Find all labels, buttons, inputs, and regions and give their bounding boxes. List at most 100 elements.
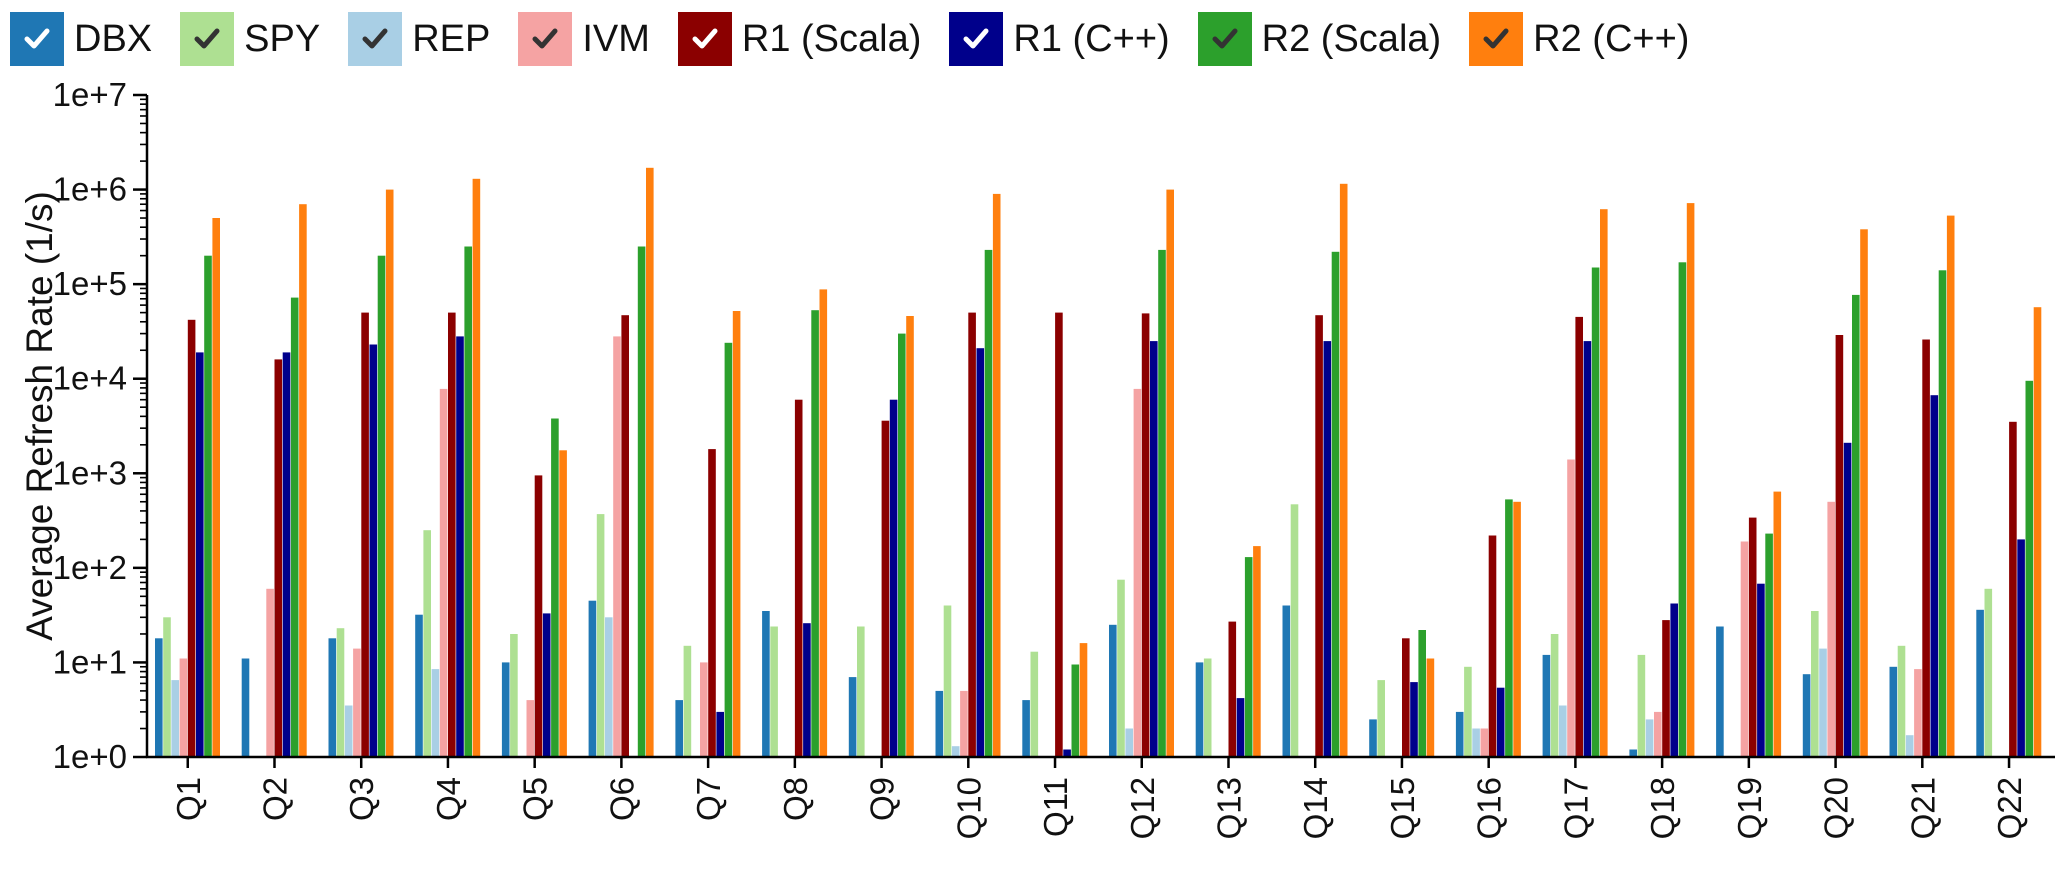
bar-r2-c-q22 [2033,307,2042,757]
bar-r1-c-q21 [1930,395,1939,757]
bar-r1-scala-q11 [1055,312,1063,757]
bar-spy-q14 [1290,504,1299,757]
bar-spy-q4 [423,530,431,757]
bar-r1-c-q7 [716,711,724,757]
bar-dbx-q18 [1629,749,1637,757]
legend-checkbox[interactable] [348,12,403,66]
x-tick-label-q14: Q14 [1297,777,1334,839]
bar-r2-c-q2 [299,204,307,757]
legend-item-dbx[interactable]: DBX [10,12,152,66]
check-icon [532,28,558,49]
bar-r1-scala-q14 [1315,315,1323,757]
bar-spy-q3 [336,628,345,757]
bar-r1-c-q9 [889,399,898,757]
bar-spy-q1 [163,617,171,757]
check-icon [24,28,50,49]
bar-spy-q7 [683,645,692,757]
legend-label: R1 (C++) [1013,17,1170,60]
bar-spy-q6 [596,514,605,757]
bar-rep-q18 [1645,719,1654,757]
bar-spy-q10 [943,605,952,757]
bar-spy-q18 [1637,654,1646,757]
bar-r2-c-q21 [1946,215,1955,758]
bar-r2-c-q11 [1079,643,1088,757]
bar-dbx-q2 [241,658,250,757]
legend-checkbox[interactable] [180,12,235,66]
bar-dbx-q1 [155,638,163,757]
bar-r1-scala-q10 [968,312,976,757]
x-tick-label-q11: Q11 [1037,777,1074,837]
y-tick-label: 1e+6 [53,171,127,208]
bar-r2-c-q3 [385,189,394,758]
bar-spy-q12 [1117,579,1125,757]
x-tick-label-q22: Q22 [1991,777,2028,839]
bar-r2-scala-q14 [1331,251,1340,758]
bar-dbx-q21 [1889,666,1898,757]
bar-r2-scala-q4 [464,246,472,757]
legend-checkbox[interactable] [518,12,573,66]
bar-r1-scala-q8 [794,399,803,757]
legend-label: R1 (Scala) [741,17,922,60]
bar-r2-c-q17 [1600,209,1608,757]
legend-checkbox[interactable] [10,12,64,66]
legend-checkbox[interactable] [1469,12,1524,66]
x-tick-label-q3: Q3 [343,777,380,821]
legend-checkbox[interactable] [949,12,1004,66]
bar-r2-scala-q16 [1505,499,1513,757]
bar-spy-q13 [1203,658,1212,757]
bar-dbx-q10 [935,690,944,757]
bar-rep-q3 [344,705,353,757]
bar-ivm-q6 [613,336,621,757]
bar-spy-q22 [1984,588,1993,757]
bar-r2-scala-q7 [724,342,733,757]
legend-item-spy[interactable]: SPY [180,12,320,66]
bar-r2-c-q20 [1860,229,1868,758]
bar-r1-scala-q7 [708,449,716,757]
y-tick-label: 1e+0 [53,738,127,775]
bar-r1-c-q17 [1583,341,1592,757]
bar-r1-c-q5 [542,613,551,757]
bar-r1-c-q2 [282,352,291,757]
check-icon [194,28,220,49]
legend-item-r2-c[interactable]: R2 (C++) [1469,12,1689,66]
bar-r1-c-q20 [1843,442,1852,757]
bar-ivm-q18 [1654,711,1662,757]
legend-label: SPY [244,17,321,60]
bar-r1-scala-q1 [187,319,196,757]
bar-ivm-q19 [1740,541,1749,757]
x-tick-label-q7: Q7 [690,777,727,821]
legend-checkbox[interactable] [1197,12,1252,66]
check-icon [1483,28,1509,49]
bar-r2-scala-q10 [984,249,993,757]
bar-dbx-q5 [501,662,510,757]
bar-r1-scala-q18 [1662,620,1670,757]
bar-dbx-q15 [1369,719,1377,757]
legend-item-r1-c[interactable]: R1 (C++) [949,12,1170,66]
bar-ivm-q7 [700,662,708,757]
bar-dbx-q7 [675,700,683,757]
bar-dbx-q12 [1109,624,1117,757]
bar-r2-scala-q19 [1765,533,1773,757]
x-tick-label-q20: Q20 [1818,777,1855,839]
bar-r2-scala-q8 [811,310,819,757]
bar-r1-scala-q20 [1835,335,1844,757]
bar-r2-c-q10 [992,193,1001,757]
bar-r2-scala-q15 [1418,630,1426,757]
legend-checkbox[interactable] [677,12,732,66]
bar-r1-c-q11 [1063,749,1071,757]
bar-r1-scala-q5 [534,475,543,757]
legend-item-rep[interactable]: REP [348,12,490,66]
y-tick-label: 1e+2 [53,549,127,586]
bar-dbx-q6 [588,600,597,757]
check-icon [1212,28,1238,49]
bar-r2-scala-q20 [1852,294,1860,757]
bar-dbx-q19 [1716,626,1724,757]
bar-r1-scala-q13 [1228,621,1237,757]
bars [155,167,2042,758]
y-tick-label: 1e+7 [53,76,127,113]
legend-item-r2-scala[interactable]: R2 (Scala) [1197,12,1441,66]
y-tick-label: 1e+1 [53,643,127,680]
legend-item-ivm[interactable]: IVM [518,12,650,66]
legend-item-r1-scala[interactable]: R1 (Scala) [677,12,922,66]
bar-r2-c-q12 [1166,189,1174,758]
